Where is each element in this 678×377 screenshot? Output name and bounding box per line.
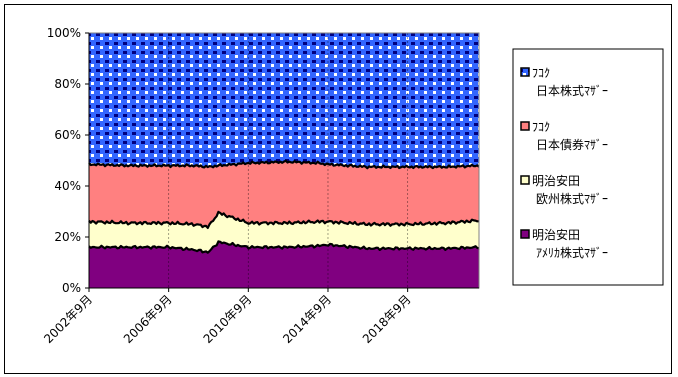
series-boundary-line-1 [88, 210, 479, 229]
area-series-0 [89, 241, 479, 288]
x-tick-label: 2018年9月 [360, 292, 414, 346]
y-tick-label: 40% [54, 179, 81, 193]
y-tick-label: 60% [54, 128, 81, 142]
x-tick-label: 2014年9月 [280, 292, 334, 346]
chart-frame: 0% 20% 40% 60% 80% 100% 2002年9月 2006年9月 2010年9月 2… [4, 4, 672, 374]
legend-label: 欧州株式ﾏｻﾞｰ [536, 191, 608, 206]
x-tick-label: 2002年9月 [41, 292, 95, 346]
legend-box [512, 48, 664, 286]
y-tick-label: 100% [47, 26, 81, 40]
y-tick-label: 80% [54, 77, 81, 91]
area-series-3 [89, 33, 479, 169]
legend-label: 明治安田 [532, 173, 580, 188]
legend-label: ｱﾒﾘｶ株式ﾏｻﾞｰ [536, 245, 608, 260]
legend-label: 明治安田 [532, 227, 580, 242]
legend-label: ﾌｺｸ [532, 120, 550, 134]
legend-swatch-2 [520, 121, 530, 131]
y-tick-label: 0% [62, 281, 81, 295]
y-tick-label: 20% [54, 230, 81, 244]
legend-label: 日本株式ﾏｻﾞｰ [536, 83, 608, 98]
legend-label: ﾌｺｸ [532, 66, 550, 80]
stacked-area-chart: 0% 20% 40% 60% 80% 100% 2002年9月 2006年9月 2010年9月 2… [41, 26, 664, 346]
legend-swatch-3 [520, 67, 530, 77]
legend-swatch-1 [520, 175, 530, 185]
legend-swatch-0 [520, 229, 530, 239]
series-boundary-line-0 [88, 240, 480, 254]
area-series-1 [89, 211, 479, 253]
series-boundary-line-2 [88, 159, 480, 170]
area-series-2 [89, 160, 479, 228]
legend-label: 日本債券ﾏｻﾞｰ [536, 137, 608, 152]
x-tick-label: 2006年9月 [121, 292, 175, 346]
x-tick-label: 2010年9月 [201, 292, 255, 346]
